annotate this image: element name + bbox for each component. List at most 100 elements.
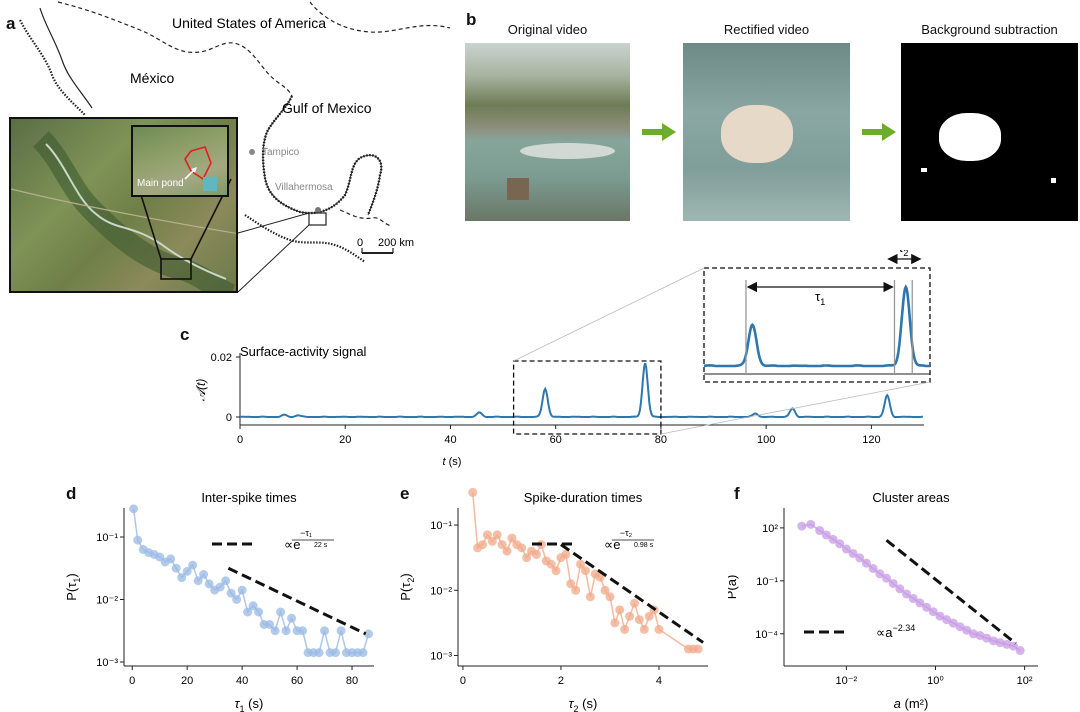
gulf-coast-inner [262,95,382,216]
data-point [861,558,871,568]
y-tick-label: 10⁻¹ [430,520,452,532]
x-tick-label: 80 [655,434,667,446]
data-point [468,487,478,497]
data-point [487,536,497,546]
data-point [566,579,576,589]
data-point [331,648,341,658]
data-point [171,563,181,573]
x-tick-label: 4 [656,675,662,687]
chart-title: Cluster areas [872,490,950,505]
zoom-window-box [512,360,662,435]
data-point [881,573,891,583]
data-point [482,530,492,540]
zoom-inset-box [703,267,931,383]
data-point [806,519,816,529]
map-panel: United States of America México Gulf of … [19,1,451,293]
data-point [478,540,488,550]
video-title-original: Original video [507,22,588,37]
signal-line [240,362,923,418]
legend-exp-num: −τ₁ [300,528,312,538]
y-tick-label: 10⁻³ [96,657,118,669]
data-point [248,601,258,611]
y-tick-label: 10⁻⁴ [755,629,778,641]
data-point [908,593,918,603]
data-point [358,648,368,658]
x-tick-label: 120 [862,434,880,446]
data-point [615,605,625,615]
data-point [915,598,925,608]
zoom-signal-line [703,284,930,368]
video-title-rectified: Rectified video [723,22,810,37]
panel-label-b: b [466,10,477,29]
usa-label: United States of America [172,15,326,31]
legend-label: ∝e [604,537,621,552]
x-tick-label: 80 [346,675,358,687]
data-point [815,526,825,536]
x-tick-label: 10⁻² [836,675,858,687]
y-tick-label: 10⁻³ [430,650,452,662]
pond-inset: Main pond [131,125,229,197]
x-tick-label: 60 [291,675,303,687]
x-tick-label: 0 [129,675,135,687]
data-point [888,578,898,588]
data-point [232,595,242,604]
data-point [693,644,703,654]
data-point [922,602,932,612]
data-point [797,521,807,531]
x-axis-label: a (m²) [894,696,929,711]
x-tick-label: 2 [558,675,564,687]
data-point [298,626,308,636]
surface-activity-chart: Surface-activity signal 0 20 40 60 80 100 120 0 0… [194,250,931,468]
data-point [281,626,291,636]
original-video-frame [465,43,630,221]
data-point [517,543,527,553]
x-tick-label: 10² [1017,675,1033,687]
data-point [193,576,203,586]
data-point [620,624,630,634]
data-point [625,611,635,621]
pond-inset-detail [184,146,217,191]
data-point [265,620,275,629]
y-tick-label: 10⁻¹ [96,532,118,544]
y-tick-label: 0.02 [211,352,232,364]
data-point [571,585,581,595]
x-tick-label: 10⁰ [927,675,944,687]
data-point [314,648,324,658]
villahermosa-label: Villahermosa [275,182,333,193]
tampico-label: Tampico [262,147,300,158]
data-point [129,504,139,514]
data-point [895,584,905,594]
data-point [841,544,851,554]
data-point [177,573,187,583]
data-point [546,559,556,569]
data-point [199,570,209,579]
data-point [561,549,571,559]
tampico-marker [249,149,255,155]
legend-exp-den: 22 s [314,542,328,549]
data-point [1015,646,1025,656]
y-axis-label: P(τ2) [398,573,416,601]
scale-zero-label: 0 [357,237,363,249]
y-axis-label: P(a) [728,575,739,600]
legend-label: ∝a−2.34 [876,623,915,640]
legend-exp-num: −τ₂ [620,528,633,538]
location-box [308,212,327,226]
data-point [634,615,644,625]
y-axis-label: P(τ1) [64,573,82,601]
data-point [948,618,958,628]
background-subtraction-frame [901,43,1078,221]
gulf-label: Gulf of Mexico [282,100,372,116]
data-point [585,592,595,602]
x-tick-label: 0 [237,434,243,446]
chart-title: Inter-spike times [201,490,297,505]
video-title-background: Background subtraction [921,22,1058,37]
data-point [243,607,253,617]
rectified-video-frame [683,43,850,221]
x-tick-label: 60 [550,434,562,446]
zoom-line-2 [237,224,310,293]
pacific-coast [19,19,86,116]
data-point [835,539,845,549]
data-point [644,611,654,621]
fit-line [885,539,1017,645]
